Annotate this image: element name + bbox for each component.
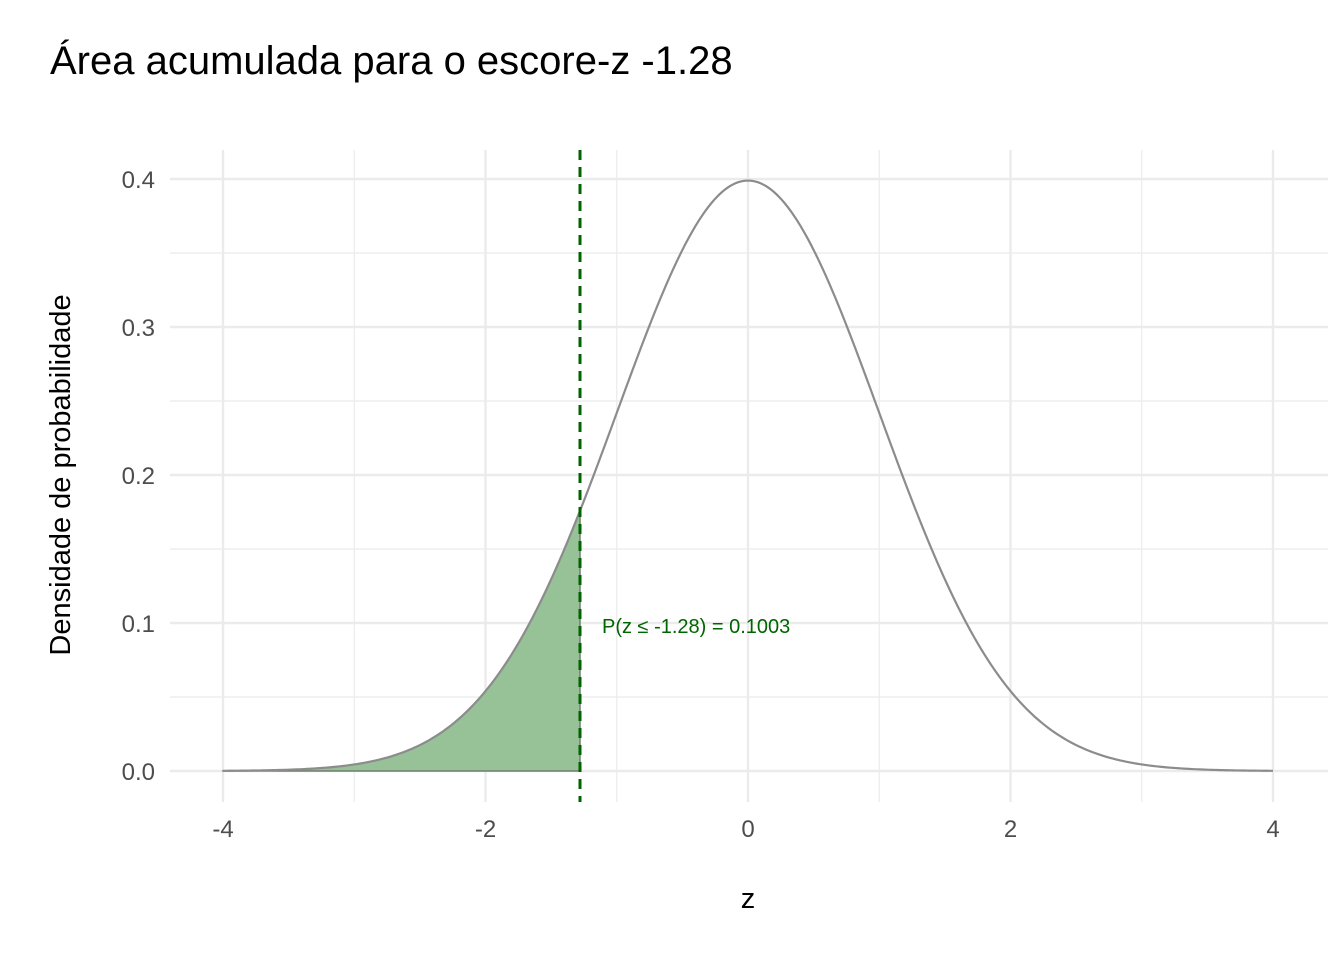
shaded-area-layer — [222, 510, 581, 772]
y-tick-label: 0.4 — [122, 167, 155, 194]
x-tick-label: -4 — [212, 816, 233, 843]
density-curve — [222, 179, 1274, 772]
x-tick-label: 4 — [1266, 816, 1279, 843]
chart-title: Área acumulada para o escore-z -1.28 — [50, 38, 733, 83]
tick-labels: -4 -2 0 2 4 0.0 0.1 0.2 0.3 0.4 — [122, 167, 1280, 843]
grid — [170, 150, 1328, 802]
density-curve-layer — [222, 179, 1274, 772]
x-axis-label: z — [741, 883, 756, 915]
y-tick-label: 0.2 — [122, 463, 155, 490]
y-tick-label: 0.0 — [122, 759, 155, 786]
x-tick-label: 0 — [741, 816, 754, 843]
x-tick-label: -2 — [475, 816, 496, 843]
y-tick-label: 0.1 — [122, 611, 155, 638]
y-axis-label: Densidade de probabilidade — [45, 294, 77, 655]
x-tick-label: 2 — [1004, 816, 1017, 843]
shaded-cumulative-area — [222, 510, 581, 772]
probability-annotation: P(z ≤ -1.28) = 0.1003 — [602, 616, 790, 638]
y-tick-label: 0.3 — [122, 315, 155, 342]
